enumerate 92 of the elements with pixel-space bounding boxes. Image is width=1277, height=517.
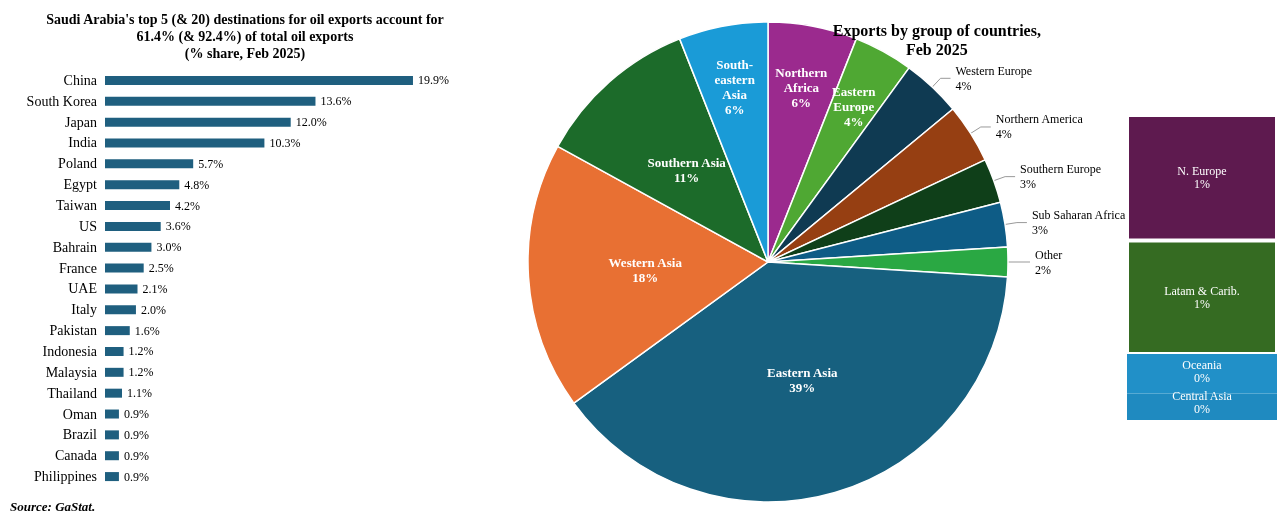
bar (105, 367, 124, 377)
data-label: 1% (1194, 296, 1210, 311)
data-label: 1.2% (128, 365, 154, 380)
y-tick-label: Brazil (62, 427, 98, 443)
bar (105, 346, 124, 356)
data-label: 1.2% (128, 344, 154, 359)
bar (105, 117, 291, 127)
y-tick-label: Taiwan (55, 198, 97, 214)
chart-title: Saudi Arabia's top 5 (& 20) destinations for oil exports account for 61.4% (& 92.4%) of total oil exports (% share, Feb 2025) (46, 12, 444, 62)
data-label: 18% (632, 269, 659, 285)
bar (105, 138, 265, 148)
y-tick-label: US (79, 218, 97, 234)
bar (105, 305, 136, 315)
slice-label: Western Asia (608, 254, 683, 270)
bar (105, 242, 152, 252)
slice-label: South-eastern Asia (714, 57, 756, 103)
data-label: 19.9% (417, 73, 449, 88)
data-label: 2.0% (140, 302, 166, 317)
y-tick-label: Canada (55, 448, 98, 464)
data-label: 4% (844, 113, 864, 129)
y-tick-label: Thailand (47, 385, 97, 401)
source-note: Source: GaStat. (10, 499, 96, 514)
bar (105, 201, 170, 211)
bar (105, 388, 123, 398)
y-tick-label: Philippines (33, 469, 97, 485)
data-label: 0.9% (123, 407, 149, 422)
data-label: 0% (1194, 371, 1210, 386)
data-label: 4% (995, 127, 1012, 142)
bar (105, 326, 130, 336)
data-label: 1.1% (127, 386, 153, 401)
slice-label: Southern Asia (647, 154, 727, 170)
y-tick-label: Egypt (63, 177, 98, 193)
data-label: 0% (1194, 401, 1210, 416)
y-tick-label: India (68, 135, 98, 151)
slice-label: Northern America (995, 112, 1084, 127)
y-tick-label: Poland (58, 156, 97, 172)
data-label: 4% (955, 78, 972, 93)
bar (105, 451, 119, 461)
data-label: 6% (791, 94, 812, 110)
data-label: 13.6% (320, 94, 352, 109)
data-label: 5.7% (198, 156, 224, 171)
y-tick-label: Oman (62, 406, 97, 422)
bar (105, 75, 413, 85)
bar (105, 430, 119, 440)
series-label: Oceania (1182, 358, 1223, 373)
data-label: 4.8% (184, 177, 210, 192)
bar (105, 96, 316, 106)
y-tick-label: South Korea (26, 93, 98, 109)
slice-label: Eastern Asia (767, 365, 839, 381)
y-tick-label: Italy (71, 302, 97, 318)
bar (105, 221, 161, 231)
data-label: 10.3% (269, 135, 301, 150)
slice-label: Other (1035, 247, 1063, 262)
data-label: 1% (1194, 177, 1210, 192)
slice-label: Southern Europe (1020, 162, 1102, 177)
data-label: 6% (724, 102, 745, 118)
text: Exports by group of countries, Feb 2025 (832, 22, 1041, 58)
data-label: 3% (1020, 177, 1037, 192)
y-tick-label: Indonesia (42, 343, 98, 359)
data-label: 0.9% (123, 469, 149, 484)
data-label: 11% (674, 169, 700, 185)
slice-label: Northern Africa (775, 64, 829, 95)
data-label: 3.6% (165, 219, 191, 234)
data-label: 2.1% (142, 281, 168, 296)
y-tick-label: Bahrain (52, 239, 97, 255)
data-label: 3% (1031, 223, 1048, 238)
bar (105, 284, 138, 294)
data-label: 2% (1035, 262, 1051, 277)
series-label: Central Asia (1172, 388, 1233, 403)
series-label: Latam & Carib. (1164, 283, 1240, 298)
y-tick-label: China (63, 72, 98, 88)
data-label: 0.9% (123, 448, 149, 463)
slice-label: Western Europe (955, 63, 1033, 78)
bar (105, 159, 194, 169)
slice-label: Sub Saharan Africa (1031, 208, 1126, 223)
bar (105, 263, 144, 273)
y-tick-label: France (58, 260, 97, 276)
bar (105, 180, 180, 190)
data-label: 2.5% (148, 261, 174, 276)
data-label: 3.0% (156, 240, 182, 255)
data-label: 39% (789, 380, 816, 396)
bar (105, 409, 119, 419)
bar (105, 472, 119, 482)
data-label: 12.0% (295, 115, 327, 130)
y-tick-label: Malaysia (45, 364, 98, 380)
series-label: N. Europe (1177, 164, 1227, 179)
data-label: 1.6% (134, 323, 160, 338)
y-tick-label: Japan (65, 114, 97, 130)
y-tick-label: UAE (68, 281, 97, 297)
data-label: 4.2% (175, 198, 200, 213)
y-tick-label: Pakistan (49, 323, 97, 339)
data-label: 0.9% (123, 427, 149, 442)
